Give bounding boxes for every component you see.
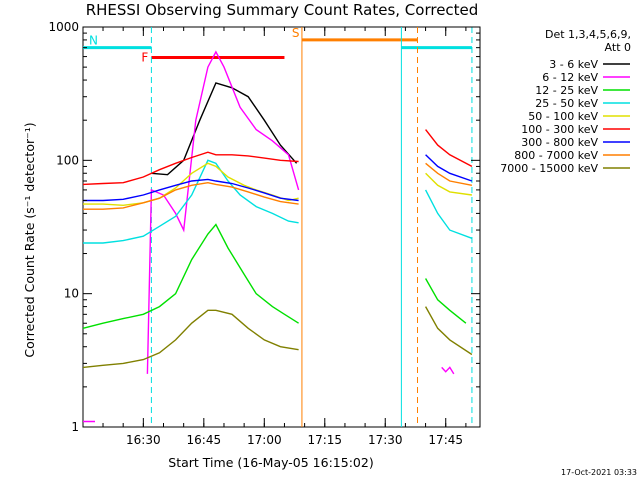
series-line-3 [83, 159, 473, 244]
y-axis-label: Corrected Count Rate (s⁻¹ detector⁻¹) [22, 122, 37, 357]
flag-label-s: S [292, 26, 300, 40]
legend-label: 7000 - 15000 keV [500, 162, 598, 175]
y-tick-label: 100 [56, 153, 79, 167]
detector-label: Det 1,3,4,5,6,9, [545, 28, 631, 41]
series-line-8 [82, 306, 473, 369]
x-tick-label: 17:45 [428, 433, 463, 447]
series-layer [82, 50, 473, 423]
legend-label: 25 - 50 keV [535, 97, 598, 110]
timestamp: 17-Oct-2021 03:33 [561, 468, 637, 477]
x-tick-label: 16:30 [126, 433, 161, 447]
flag-label-f: F [141, 51, 148, 65]
x-tick-label: 17:30 [368, 433, 403, 447]
legend-label: 300 - 800 keV [521, 136, 598, 149]
legend-label: 100 - 300 keV [521, 123, 598, 136]
chart-title: RHESSI Observing Summary Count Rates, Co… [86, 1, 479, 19]
x-tick-label: 16:45 [187, 433, 222, 447]
x-axis-label: Start Time (16-May-05 16:15:02) [168, 455, 373, 470]
x-tick-label: 17:15 [307, 433, 342, 447]
series-line-2 [82, 223, 467, 329]
series-line-5 [82, 129, 473, 186]
series-line-1 [83, 50, 455, 423]
attenuator-label: Att 0 [605, 41, 631, 54]
series-line-0 [151, 82, 298, 176]
legend-label: 3 - 6 keV [549, 58, 598, 71]
y-tick-label: 1000 [48, 20, 79, 34]
vertical-lines-layer [150, 27, 473, 427]
legend-label: 800 - 7000 keV [514, 149, 598, 162]
series-line-6 [83, 154, 473, 202]
plot-frame [82, 26, 481, 428]
legend-label: 12 - 25 keV [535, 84, 598, 97]
x-tick-label: 17:00 [247, 433, 282, 447]
axes-layer: 1 10 100 1000 16:30 16:45 17:00 17:15 17:30 17:45 [48, 20, 480, 447]
y-tick-label: 10 [64, 287, 79, 301]
legend-label: 6 - 12 keV [542, 71, 598, 84]
flag-layer: N F S [83, 26, 472, 65]
legend-label: 50 - 100 keV [528, 110, 598, 123]
series-line-7 [83, 162, 473, 210]
plot-area [82, 26, 481, 428]
y-tick-label: 1 [71, 420, 79, 434]
flag-label-n: N [89, 34, 98, 48]
